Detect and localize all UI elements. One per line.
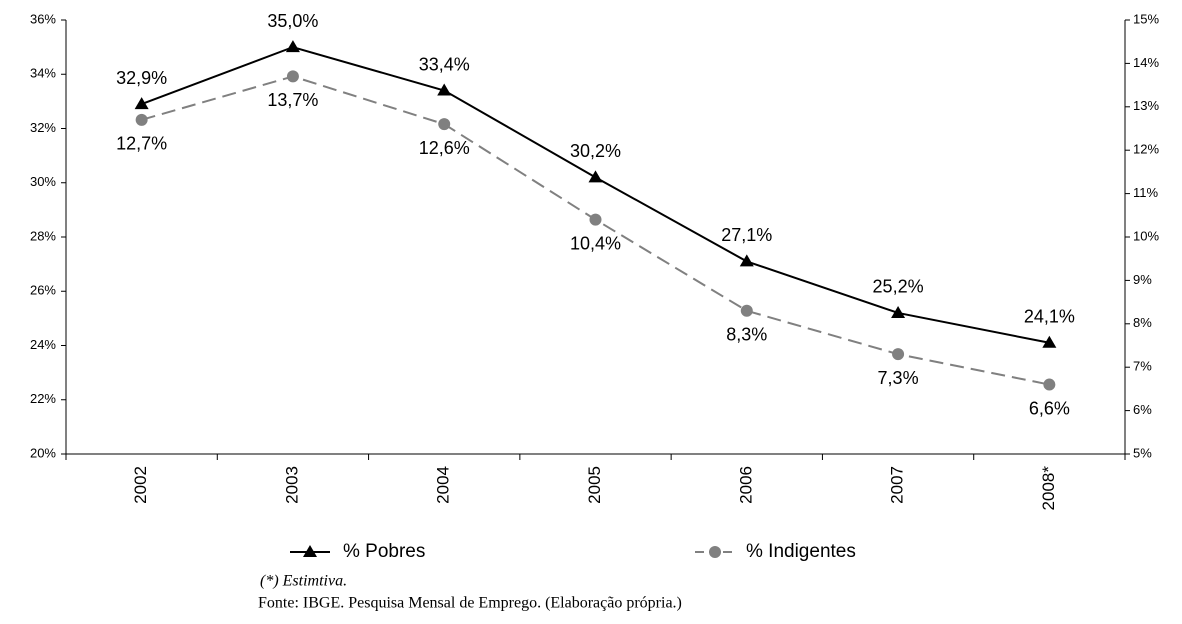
y-tick-label: 34% [30, 66, 56, 81]
data-point [134, 97, 149, 110]
y2-tick-label: 12% [1133, 142, 1159, 157]
y-tick-label: 32% [30, 120, 56, 135]
data-label: 6,6% [1029, 398, 1070, 418]
y-tick-label: 22% [30, 391, 56, 406]
legend-marker [303, 545, 317, 557]
y-tick-label: 20% [30, 445, 56, 460]
data-point [739, 254, 754, 267]
data-point [285, 40, 300, 53]
y2-tick-label: 6% [1133, 402, 1152, 417]
data-point [1042, 335, 1057, 348]
data-point [892, 348, 905, 361]
data-label: 27,1% [721, 225, 772, 245]
y-tick-label: 24% [30, 337, 56, 352]
y2-tick-label: 8% [1133, 315, 1152, 330]
data-label: 33,4% [419, 54, 470, 74]
data-point [286, 70, 299, 83]
x-tick-label: 2008* [1039, 466, 1058, 511]
source-note: Fonte: IBGE. Pesquisa Mensal de Emprego.… [258, 595, 682, 612]
x-tick-label: 2006 [736, 466, 755, 504]
y2-tick-label: 14% [1133, 55, 1159, 70]
x-tick-label: 2005 [585, 466, 604, 504]
data-point [135, 113, 148, 126]
y2-tick-label: 15% [1133, 11, 1159, 26]
data-label: 10,4% [570, 233, 621, 253]
data-point [740, 304, 753, 317]
data-label: 13,7% [267, 90, 318, 110]
data-label: 30,2% [570, 141, 621, 161]
y-tick-label: 30% [30, 174, 56, 189]
y2-tick-label: 9% [1133, 272, 1152, 287]
y-tick-label: 36% [30, 11, 56, 26]
data-point [437, 83, 452, 96]
legend-label: % Indigentes [746, 541, 856, 562]
y2-tick-label: 11% [1133, 185, 1158, 200]
x-tick-label: 2002 [131, 466, 150, 504]
data-point [438, 118, 451, 131]
x-tick-label: 2007 [888, 466, 907, 504]
series-line [141, 75, 1050, 386]
data-label: 7,3% [878, 368, 919, 388]
data-point [891, 305, 906, 318]
y2-tick-label: 7% [1133, 359, 1152, 374]
data-label: 24,1% [1024, 307, 1075, 327]
legend-label: % Pobres [343, 541, 425, 562]
y2-tick-label: 13% [1133, 98, 1159, 113]
data-point [589, 213, 602, 226]
y2-tick-label: 5% [1133, 445, 1152, 460]
data-label: 25,2% [873, 277, 924, 297]
legend-marker [709, 546, 721, 558]
y-tick-label: 28% [30, 228, 56, 243]
x-tick-label: 2003 [282, 466, 301, 504]
data-point [588, 170, 603, 183]
y2-tick-label: 10% [1133, 228, 1159, 243]
data-label: 32,9% [116, 68, 167, 88]
data-label: 12,7% [116, 134, 167, 154]
x-tick-label: 2004 [434, 466, 453, 504]
data-label: 35,0% [267, 11, 318, 31]
data-label: 12,6% [419, 138, 470, 158]
footnote: (*) Estimtiva. [260, 573, 347, 590]
y-tick-label: 26% [30, 283, 56, 298]
data-point [1043, 378, 1056, 391]
data-label: 8,3% [726, 325, 767, 345]
